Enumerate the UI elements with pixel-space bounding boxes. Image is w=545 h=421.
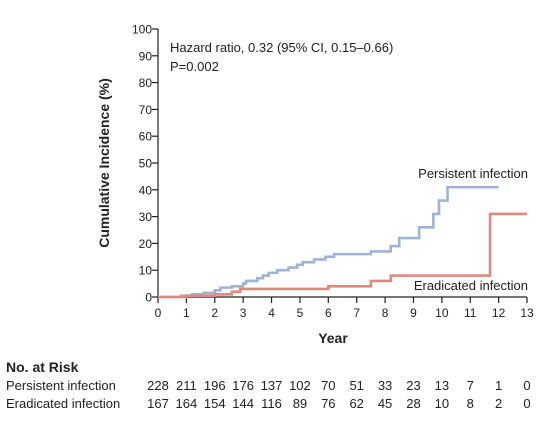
risk-value-eradicated-4: 116 (261, 396, 282, 411)
x-tick-label-10: 10 (435, 306, 449, 320)
risk-table-title: No. at Risk (6, 359, 79, 375)
risk-value-persistent-4: 137 (261, 378, 283, 393)
y-tick-label-40: 40 (139, 183, 153, 197)
risk-value-persistent-2: 196 (204, 378, 226, 393)
risk-value-eradicated-12: 2 (495, 396, 502, 411)
series-layer (158, 185, 527, 299)
risk-value-persistent-12: 1 (495, 378, 502, 393)
risk-value-persistent-1: 211 (176, 378, 197, 393)
risk-value-eradicated-13: 0 (523, 396, 530, 411)
risk-value-eradicated-11: 8 (467, 396, 474, 411)
x-tick-label-1: 1 (183, 306, 190, 320)
y-tick-label-50: 50 (139, 157, 153, 171)
x-tick-label-4: 4 (268, 306, 275, 320)
risk-value-persistent-10: 13 (435, 378, 449, 393)
y-tick-label-10: 10 (139, 264, 153, 278)
y-tick-label-100: 100 (132, 23, 152, 37)
x-tick-label-6: 6 (325, 306, 332, 320)
risk-value-persistent-3: 176 (232, 378, 254, 393)
risk-row-label-eradicated: Eradicated infection (6, 396, 120, 411)
risk-value-eradicated-10: 10 (435, 396, 449, 411)
y-tick-label-0: 0 (145, 291, 152, 305)
y-axis: 0 10 20 30 40 50 60 70 80 90 100 (132, 23, 159, 305)
risk-value-eradicated-8: 45 (378, 396, 392, 411)
risk-value-persistent-9: 23 (406, 378, 420, 393)
x-tick-label-0: 0 (155, 306, 162, 320)
risk-value-persistent-8: 33 (378, 378, 392, 393)
series-line-persistent (158, 185, 499, 299)
y-axis-label: Cumulative Incidence (%) (96, 78, 112, 248)
risk-value-eradicated-9: 28 (406, 396, 420, 411)
risk-value-eradicated-5: 89 (293, 396, 307, 411)
x-tick-label-7: 7 (353, 306, 360, 320)
risk-value-persistent-5: 102 (289, 378, 311, 393)
x-axis: 0 1 2 3 4 5 6 7 8 9 10 11 12 13 (155, 296, 534, 320)
x-tick-label-12: 12 (492, 306, 506, 320)
risk-value-eradicated-0: 167 (147, 396, 169, 411)
x-tick-label-13: 13 (520, 306, 534, 320)
annotation-p-value: P=0.002 (170, 59, 219, 74)
risk-value-persistent-7: 51 (349, 378, 363, 393)
risk-value-persistent-0: 228 (147, 378, 169, 393)
y-tick-label-30: 30 (139, 210, 153, 224)
risk-value-eradicated-3: 144 (232, 396, 254, 411)
y-tick-label-80: 80 (139, 76, 153, 90)
y-tick-label-90: 90 (139, 49, 153, 63)
y-tick-label-20: 20 (139, 237, 153, 251)
risk-value-eradicated-1: 164 (176, 396, 198, 411)
x-tick-label-5: 5 (297, 306, 304, 320)
x-tick-label-2: 2 (211, 306, 218, 320)
risk-value-persistent-6: 70 (321, 378, 335, 393)
risk-value-eradicated-2: 154 (204, 396, 226, 411)
risk-value-eradicated-6: 76 (321, 396, 335, 411)
legend-label-persistent: Persistent infection (418, 166, 528, 181)
legend-label-eradicated: Eradicated infection (414, 278, 528, 293)
x-tick-label-8: 8 (382, 306, 389, 320)
series-line-eradicated (158, 212, 527, 299)
y-tick-label-60: 60 (139, 130, 153, 144)
risk-value-eradicated-7: 62 (349, 396, 363, 411)
x-tick-label-3: 3 (240, 306, 247, 320)
y-tick-label-70: 70 (139, 103, 153, 117)
risk-row-label-persistent: Persistent infection (6, 378, 116, 393)
annotation-hazard: Hazard ratio, 0.32 (95% CI, 0.15–0.66) (170, 40, 393, 55)
risk-value-persistent-13: 0 (523, 378, 530, 393)
x-tick-label-9: 9 (410, 306, 417, 320)
x-tick-label-11: 11 (464, 306, 477, 320)
risk-value-persistent-11: 7 (467, 378, 474, 393)
x-axis-label: Year (318, 330, 348, 346)
